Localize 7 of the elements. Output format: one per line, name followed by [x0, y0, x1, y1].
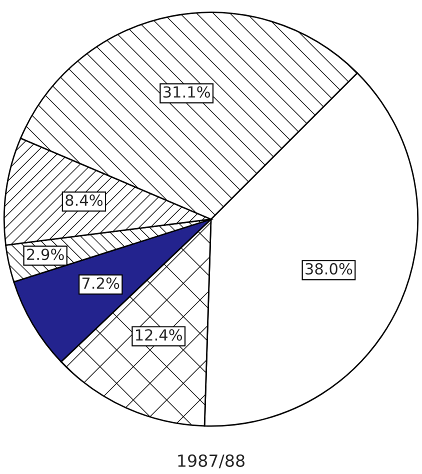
- data-label: 31.1%: [163, 86, 210, 98]
- data-label: 38.0%: [306, 263, 352, 275]
- data-label: 7.2%: [82, 277, 120, 289]
- text: 1987/88: [178, 454, 244, 468]
- data-label: 8.4%: [66, 194, 103, 206]
- data-label: 12.4%: [136, 329, 182, 341]
- data-label: 2.9%: [27, 248, 64, 260]
